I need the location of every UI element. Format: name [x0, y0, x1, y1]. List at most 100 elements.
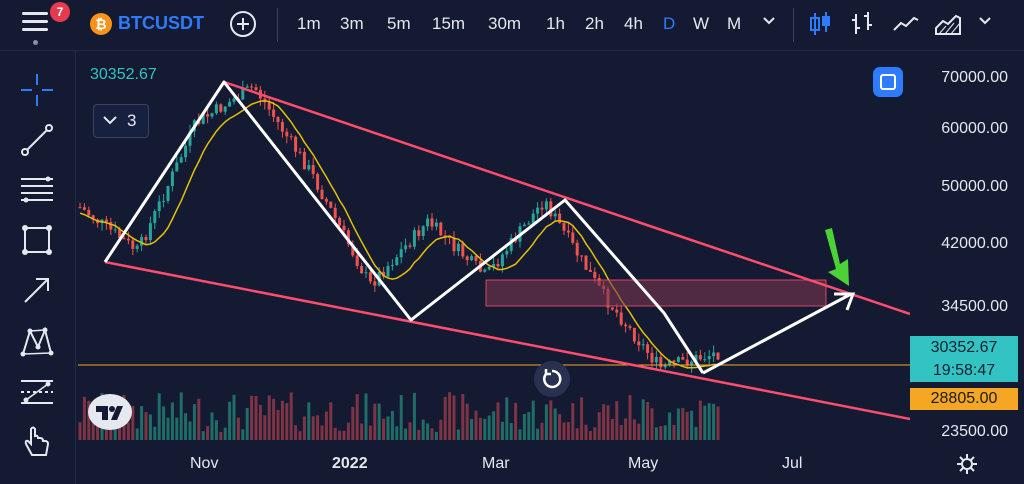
candle-body — [206, 114, 210, 117]
candle-body — [509, 237, 513, 251]
volume-bar — [285, 403, 289, 440]
pattern-icon[interactable] — [18, 323, 56, 361]
volume-bar — [395, 426, 399, 440]
timeframe-m[interactable]: M — [727, 14, 742, 33]
ohlc-value: 30352.67 — [90, 66, 157, 83]
target-green-arrow — [825, 228, 849, 286]
volume-bar — [426, 423, 430, 440]
volume-bar — [474, 410, 478, 440]
candle-body — [373, 281, 377, 286]
volume-bar — [641, 399, 645, 440]
candle-body — [593, 271, 597, 279]
arrow-icon[interactable] — [18, 271, 56, 309]
volume-bar — [324, 411, 328, 440]
divider — [277, 8, 278, 42]
volume-bar — [210, 412, 214, 440]
chevron-down-icon[interactable] — [762, 14, 776, 28]
timeframe-3m[interactable]: 3m — [340, 14, 364, 33]
pointer-hand-icon[interactable] — [18, 423, 56, 461]
candle-body — [104, 219, 108, 223]
crosshair-icon[interactable] — [18, 71, 56, 109]
projection-arrow-head — [834, 292, 856, 311]
candle-body — [544, 201, 548, 210]
volume-bar — [681, 407, 685, 440]
candles-icon[interactable] — [806, 10, 834, 38]
candle-body — [426, 218, 430, 227]
fullscreen-icon[interactable] — [873, 67, 903, 97]
candle-body — [430, 218, 434, 227]
candle-body — [78, 207, 82, 209]
timeframe-1h[interactable]: 1h — [546, 14, 565, 33]
volume-bar — [646, 401, 650, 440]
timeframe-30m[interactable]: 30m — [488, 14, 522, 33]
volume-bar — [192, 404, 196, 440]
candle-body — [399, 249, 403, 258]
candle-body — [219, 104, 223, 112]
tradingview-logo — [88, 394, 132, 430]
volume-bar — [522, 413, 526, 440]
drawing-toolbar — [0, 51, 76, 484]
bars-icon[interactable] — [848, 10, 876, 38]
candle-body — [333, 207, 337, 219]
divider — [793, 8, 794, 42]
volume-bar — [131, 405, 135, 440]
prediction-icon[interactable] — [18, 373, 56, 411]
indicators-count: 3 — [127, 111, 137, 130]
volume-bar — [241, 429, 245, 440]
volume-bar — [201, 431, 205, 440]
candle-body — [320, 189, 324, 199]
candle-body — [575, 242, 579, 256]
timeframe-1m[interactable]: 1m — [297, 14, 321, 33]
volume-bar — [360, 423, 364, 440]
timeframe-5m[interactable]: 5m — [387, 14, 411, 33]
candle-body — [298, 151, 302, 153]
add-symbol-icon[interactable] — [230, 11, 256, 37]
menu-icon[interactable] — [22, 12, 48, 32]
rectangle-icon[interactable] — [18, 221, 56, 259]
indicators-toggle[interactable]: 3 — [93, 104, 149, 138]
candle-body — [404, 245, 408, 250]
volume-bar — [597, 412, 601, 440]
volume-histogram — [78, 392, 720, 440]
volume-bar — [157, 393, 161, 440]
volume-bar — [408, 422, 412, 440]
candle-body — [144, 237, 148, 241]
trendline-icon[interactable] — [18, 121, 56, 159]
candle-body — [632, 327, 636, 342]
candle-body — [166, 185, 170, 201]
volume-bar — [346, 422, 350, 440]
chevron-down-icon[interactable] — [978, 14, 992, 28]
candle-body — [316, 173, 320, 190]
candle-body — [417, 230, 421, 237]
current-price-badge: 30352.67 19:58:47 — [910, 336, 1018, 382]
volume-bar — [571, 403, 575, 440]
bitcoin-icon: ₿ — [90, 13, 112, 35]
volume-bar — [228, 401, 232, 440]
volume-bar — [390, 410, 394, 440]
area-chart-icon[interactable] — [934, 10, 962, 38]
volume-bar — [698, 400, 702, 440]
volume-bar — [404, 428, 408, 440]
volume-bar — [91, 422, 95, 440]
timeframe-15m[interactable]: 15m — [432, 14, 466, 33]
fib-retracement-icon[interactable] — [18, 171, 56, 209]
volume-bar — [553, 408, 557, 440]
volume-bar — [316, 415, 320, 440]
candle-body — [245, 86, 249, 88]
timeframe-4h[interactable]: 4h — [624, 14, 643, 33]
volume-bar — [399, 395, 403, 440]
candle-body — [610, 307, 614, 310]
candle-body — [536, 207, 540, 214]
volume-bar — [690, 410, 694, 440]
reset-chart-button[interactable] — [534, 361, 570, 397]
candle-body — [641, 344, 645, 346]
candle-body — [496, 263, 500, 267]
line-chart-icon[interactable] — [892, 10, 920, 38]
price-chart[interactable] — [78, 58, 910, 450]
symbol-selector[interactable]: BTCUSDT — [118, 13, 204, 33]
timeframe-w[interactable]: W — [693, 14, 710, 33]
timeframe-d[interactable]: D — [663, 14, 676, 33]
settings-gear-icon[interactable] — [956, 453, 978, 475]
timeframe-2h[interactable]: 2h — [585, 14, 604, 33]
volume-bar — [518, 429, 522, 440]
